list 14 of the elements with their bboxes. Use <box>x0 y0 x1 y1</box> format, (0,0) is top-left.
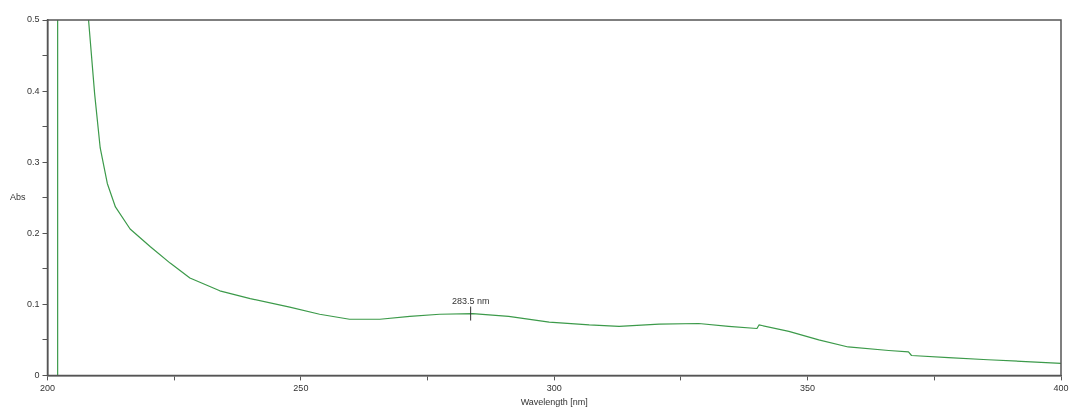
y-tick-label: 0.1 <box>27 298 40 309</box>
x-axis-title: Wavelength [nm] <box>520 397 588 408</box>
x-tick-label: 200 <box>40 383 56 394</box>
y-axis-title: Abs <box>10 192 27 203</box>
x-tick-label: 250 <box>293 383 309 394</box>
annotation: 283.5 nm <box>451 295 490 306</box>
y-tick-label: 0 <box>34 369 40 380</box>
x-tick-label: 350 <box>800 383 816 394</box>
x-tick-label: 300 <box>546 383 562 394</box>
y-tick-label: 0.2 <box>27 227 40 238</box>
y-tick-label: 0.3 <box>27 156 40 167</box>
y-tick-label: 0.4 <box>27 85 40 96</box>
x-tick-label: 400 <box>1053 383 1069 394</box>
y-tick-label: 0.5 <box>27 14 40 25</box>
